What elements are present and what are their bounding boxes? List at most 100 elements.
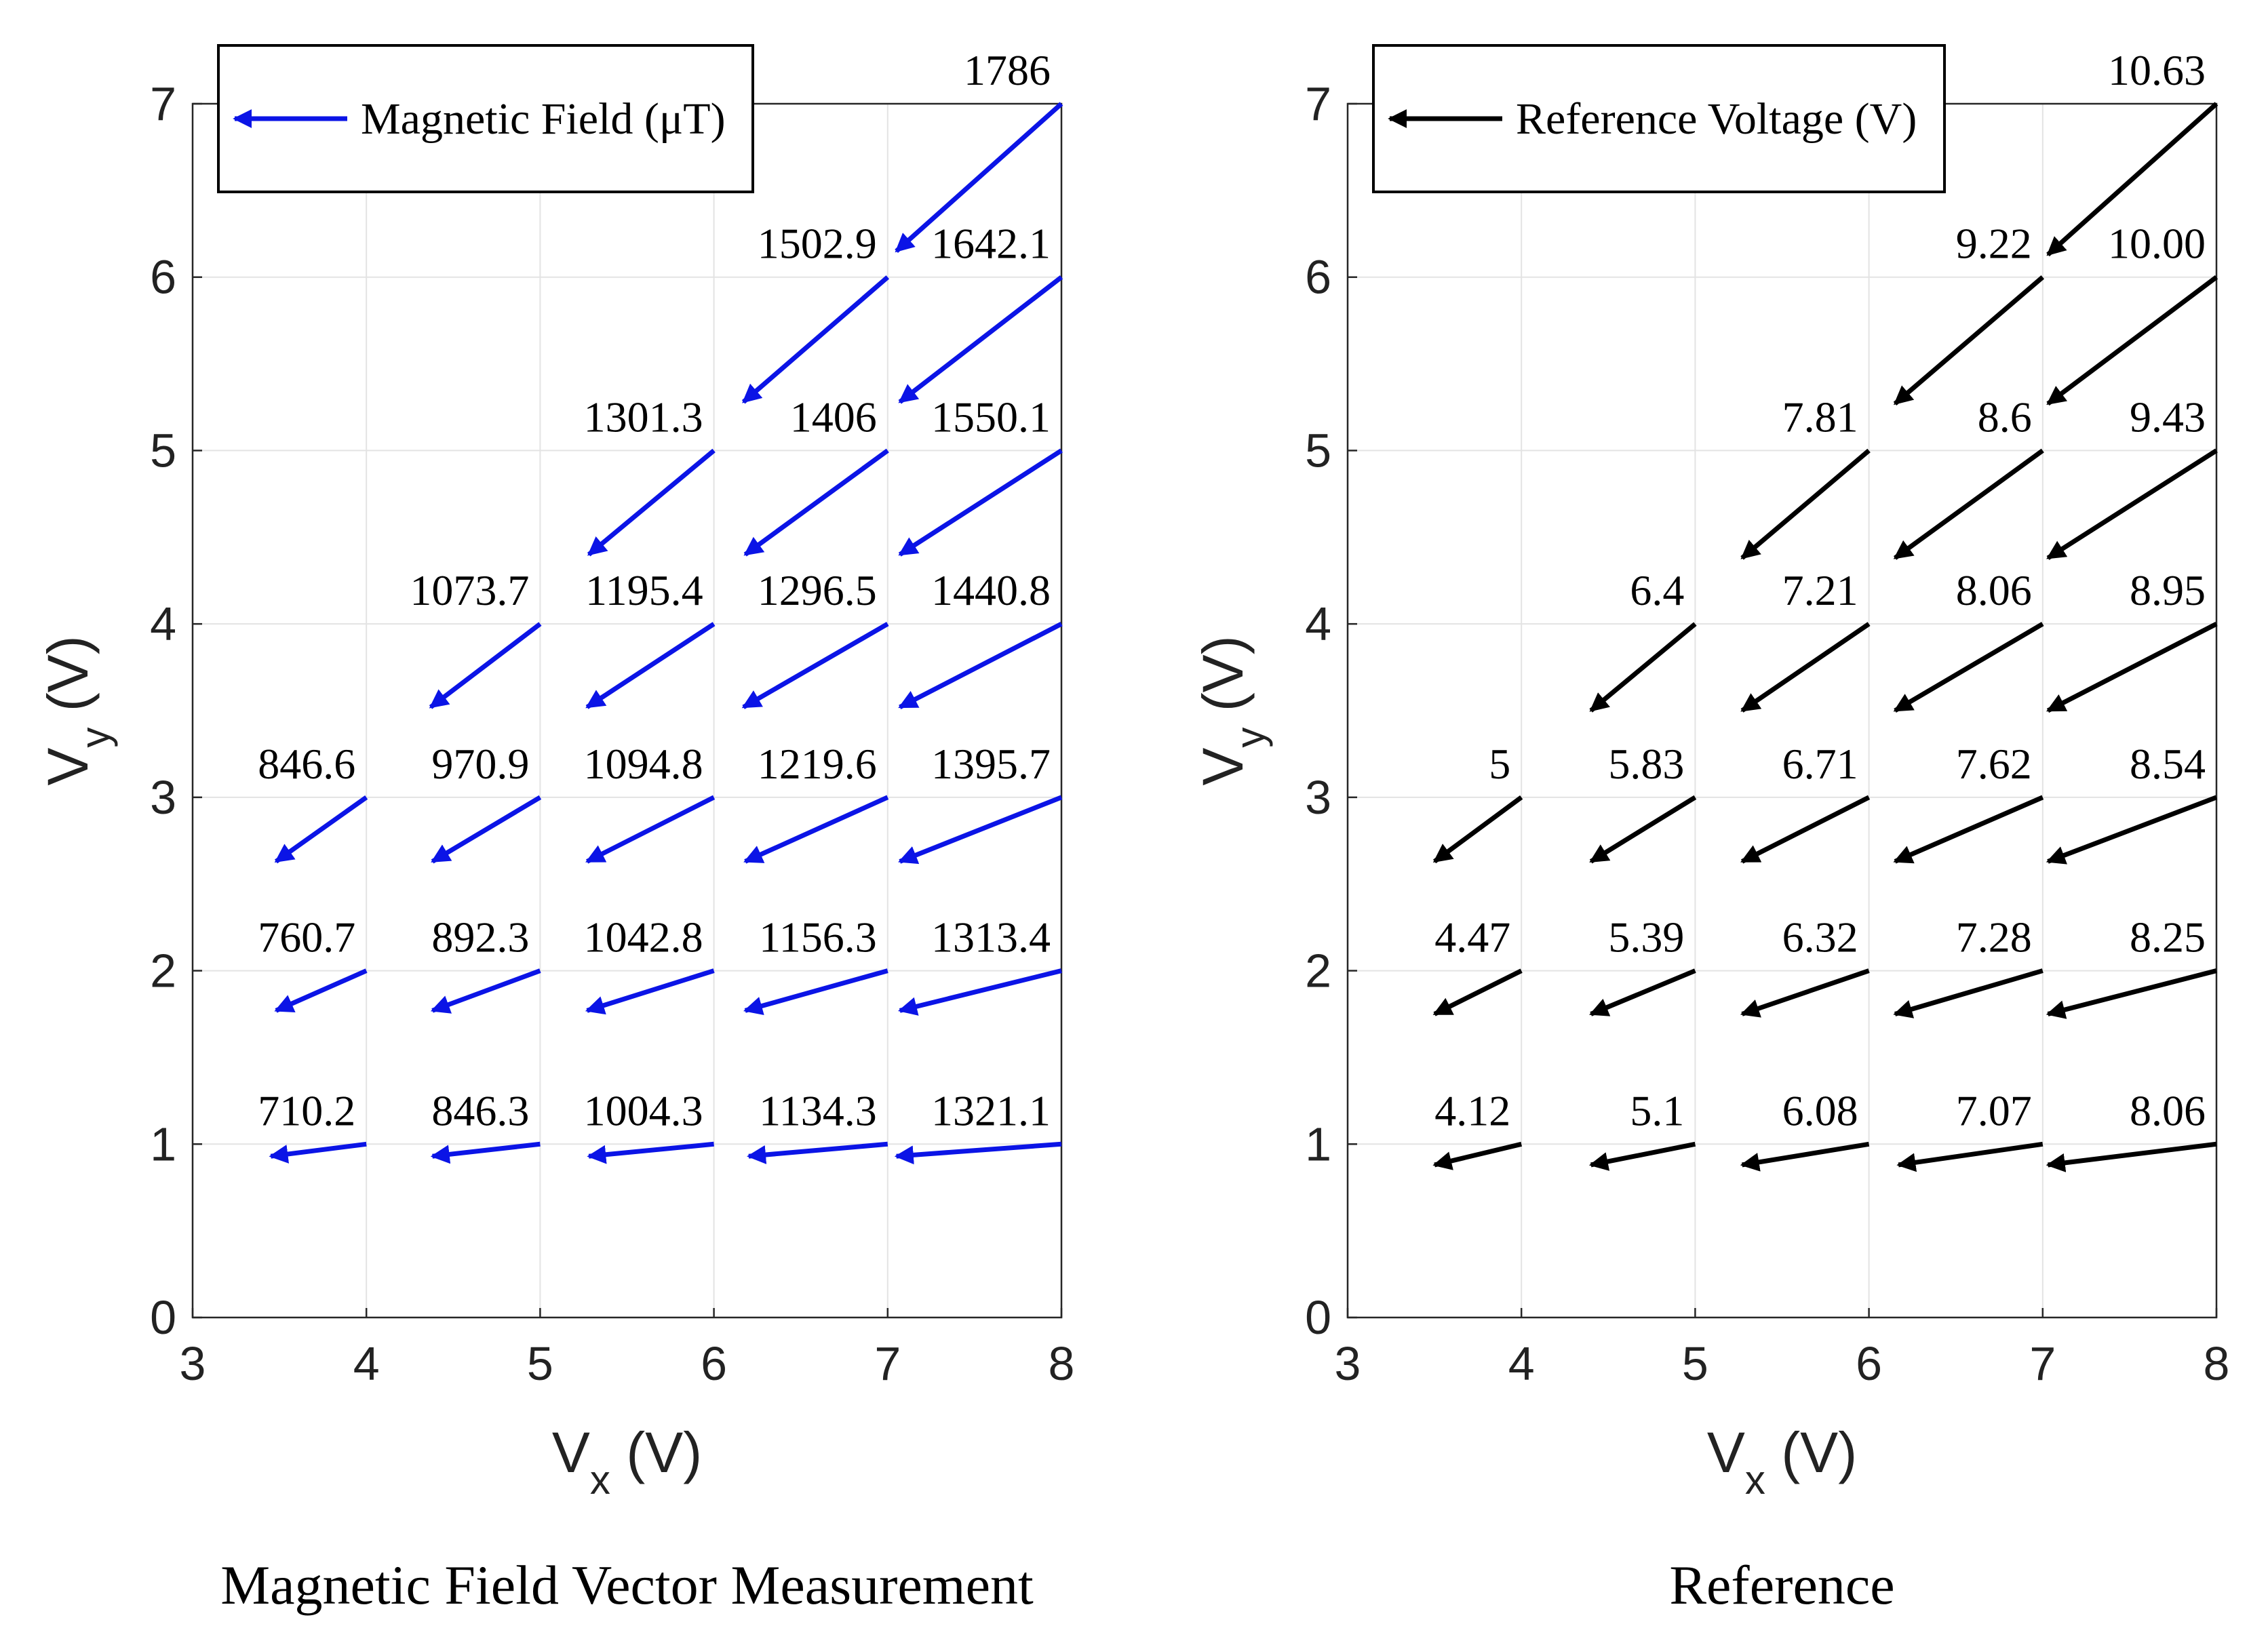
y-tick-label: 6 — [1305, 251, 1331, 304]
vector-arrow — [587, 448, 716, 557]
vector-arrow — [743, 795, 889, 864]
vector-arrow — [1740, 1141, 1870, 1172]
legend-label: Magnetic Field (μT) — [361, 94, 726, 144]
x-tick-label: 4 — [1508, 1337, 1535, 1390]
vector-arrow — [1896, 1141, 2044, 1172]
y-tick-label: 4 — [1305, 597, 1331, 650]
vector-arrow — [1893, 275, 2045, 406]
vector-label: 1219.6 — [758, 740, 877, 788]
vector-label: 1134.3 — [759, 1086, 877, 1134]
vector-label: 1321.1 — [931, 1086, 1051, 1134]
vector-arrow — [2046, 795, 2218, 865]
x-axis-label: Vx (V) — [552, 1421, 702, 1503]
vector-arrow — [1740, 448, 1871, 560]
vector-label: 1406 — [790, 393, 877, 441]
vector-arrow — [743, 448, 889, 557]
vector-arrow — [274, 968, 368, 1013]
vector-arrow — [1893, 968, 2044, 1018]
y-tick-label: 4 — [150, 597, 176, 650]
vector-label: 8.06 — [2130, 1086, 2206, 1134]
legend-label: Reference Voltage (V) — [1516, 94, 1917, 144]
y-tick-label: 2 — [150, 945, 176, 997]
vector-arrow — [2046, 275, 2218, 406]
vector-arrow — [898, 968, 1062, 1016]
vector-label: 846.6 — [258, 740, 355, 788]
vector-label: 8.6 — [1978, 393, 2032, 441]
x-tick-label: 3 — [1335, 1337, 1361, 1390]
vector-arrow — [894, 1141, 1062, 1165]
legend: Magnetic Field (μT) — [217, 44, 754, 193]
x-tick-label: 7 — [2029, 1337, 2056, 1390]
vector-arrow — [1432, 1141, 1523, 1170]
vector-label: 1042.8 — [584, 913, 703, 962]
vector-label: 1156.3 — [759, 913, 877, 962]
vector-label: 4.47 — [1434, 913, 1510, 962]
vector-arrow — [585, 622, 716, 709]
vector-label: 6.71 — [1782, 740, 1858, 788]
vector-label: 5.39 — [1608, 913, 1684, 962]
vector-label: 8.06 — [1956, 566, 2032, 614]
vector-label: 9.22 — [1956, 220, 2032, 268]
vector-arrow — [431, 795, 542, 864]
vector-label: 8.25 — [2130, 913, 2206, 962]
vector-arrow — [1740, 968, 1870, 1018]
vector-arrow — [747, 1141, 888, 1164]
vector-arrow — [1432, 795, 1523, 864]
vector-arrow — [1588, 1141, 1696, 1171]
vector-label: 7.28 — [1956, 913, 2032, 962]
vector-label: 1004.3 — [584, 1086, 703, 1134]
vector-label: 710.2 — [258, 1086, 355, 1134]
x-axis-label: Vx (V) — [1707, 1421, 1857, 1503]
x-tick-label: 4 — [353, 1337, 380, 1390]
vector-label: 1502.9 — [758, 220, 877, 268]
vector-arrow — [430, 968, 541, 1014]
vector-label: 4.12 — [1434, 1086, 1510, 1134]
vector-label: 7.62 — [1956, 740, 2032, 788]
x-tick-label: 5 — [527, 1337, 553, 1390]
vector-label: 7.07 — [1956, 1086, 2032, 1134]
vector-arrow — [741, 275, 890, 404]
vector-arrow — [2046, 448, 2218, 560]
vector-label: 6.4 — [1630, 566, 1684, 614]
vector-label: 1786 — [964, 46, 1051, 94]
vector-label: 1395.7 — [931, 740, 1051, 788]
legend: Reference Voltage (V) — [1372, 44, 1946, 193]
vector-label: 1301.3 — [584, 393, 703, 441]
y-tick-label: 0 — [150, 1291, 176, 1344]
vector-arrow — [274, 795, 368, 864]
x-tick-label: 8 — [1049, 1337, 1075, 1390]
x-tick-label: 8 — [2204, 1337, 2230, 1390]
x-tick-label: 6 — [1856, 1337, 1882, 1390]
vector-arrow — [430, 1141, 541, 1164]
vector-label: 10.63 — [2108, 46, 2206, 94]
vector-label: 7.81 — [1782, 393, 1858, 441]
vector-arrow — [741, 622, 889, 709]
vector-label: 1642.1 — [931, 220, 1051, 268]
vector-arrow — [269, 1141, 367, 1164]
vector-label: 1094.8 — [584, 740, 703, 788]
vector-arrow — [898, 795, 1063, 865]
vector-arrow — [1589, 968, 1696, 1016]
y-tick-label: 3 — [150, 771, 176, 824]
y-tick-label: 5 — [150, 424, 176, 477]
vector-arrow — [1589, 622, 1697, 713]
vector-label: 970.9 — [431, 740, 529, 788]
vector-label: 9.43 — [2130, 393, 2206, 441]
vector-arrow — [2046, 1141, 2217, 1172]
vector-label: 846.3 — [431, 1086, 529, 1134]
vector-arrow — [895, 102, 1063, 253]
y-tick-label: 1 — [1305, 1117, 1331, 1170]
axes-box — [191, 102, 1063, 1319]
y-axis-label: Vy (V) — [36, 635, 118, 785]
x-tick-label: 5 — [1682, 1337, 1708, 1390]
vector-arrow — [898, 275, 1063, 404]
vector-arrow — [2046, 102, 2218, 257]
panel-caption: Magnetic Field Vector Measurement — [220, 1554, 1034, 1616]
vector-label: 8.95 — [2130, 566, 2206, 614]
vector-arrow — [587, 1141, 714, 1164]
vector-label: 892.3 — [431, 913, 529, 962]
vector-arrow — [1893, 448, 2044, 560]
vector-label: 10.00 — [2108, 220, 2206, 268]
y-axis-label: Vy (V) — [1191, 635, 1273, 785]
